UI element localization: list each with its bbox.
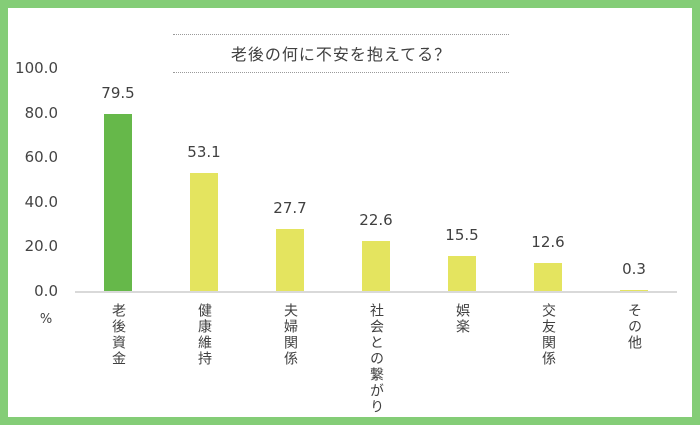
bar bbox=[276, 229, 304, 291]
y-axis-unit-label: % bbox=[39, 312, 53, 327]
chart-canvas: 老後の何に不安を抱えてる？ 0.0 20.0 40.0 60.0 80.0 100.0% 7… bbox=[8, 8, 692, 417]
y-axis-tick-label: 20.0 bbox=[24, 237, 58, 256]
y-axis-tick-label: 40.0 bbox=[24, 192, 58, 211]
category-label: 夫婦関係 bbox=[282, 303, 298, 367]
bar-value-label: 27.7 bbox=[273, 199, 307, 218]
category-label: 交友関係 bbox=[540, 303, 556, 367]
chart-title: 老後の何に不安を抱えてる？ bbox=[173, 34, 509, 73]
bar-value-label: 22.6 bbox=[359, 210, 393, 229]
category-label: 娯楽 bbox=[454, 303, 470, 335]
y-axis-tick-label: 100.0 bbox=[15, 59, 58, 77]
bar bbox=[362, 240, 390, 291]
bar bbox=[190, 172, 218, 291]
category-label: 健康維持 bbox=[196, 303, 212, 367]
y-axis-tick-label: 0.0 bbox=[34, 282, 58, 300]
y-axis-tick-label: 80.0 bbox=[24, 103, 58, 122]
bar-value-label: 12.6 bbox=[531, 232, 565, 251]
bar-value-label: 53.1 bbox=[187, 142, 221, 161]
bar bbox=[448, 256, 476, 291]
y-axis-tick-label: 60.0 bbox=[24, 148, 58, 167]
bar-value-label: 15.5 bbox=[445, 226, 479, 245]
category-label: 社会との繋がり bbox=[368, 303, 384, 415]
bar-value-label: 0.3 bbox=[622, 260, 646, 279]
bar bbox=[620, 290, 648, 291]
x-axis-line bbox=[75, 291, 677, 293]
category-label: 老後資金 bbox=[110, 303, 126, 367]
category-label: その他 bbox=[626, 303, 642, 351]
bar-value-label: 79.5 bbox=[101, 83, 135, 102]
bar bbox=[104, 113, 132, 291]
bar bbox=[534, 262, 562, 291]
